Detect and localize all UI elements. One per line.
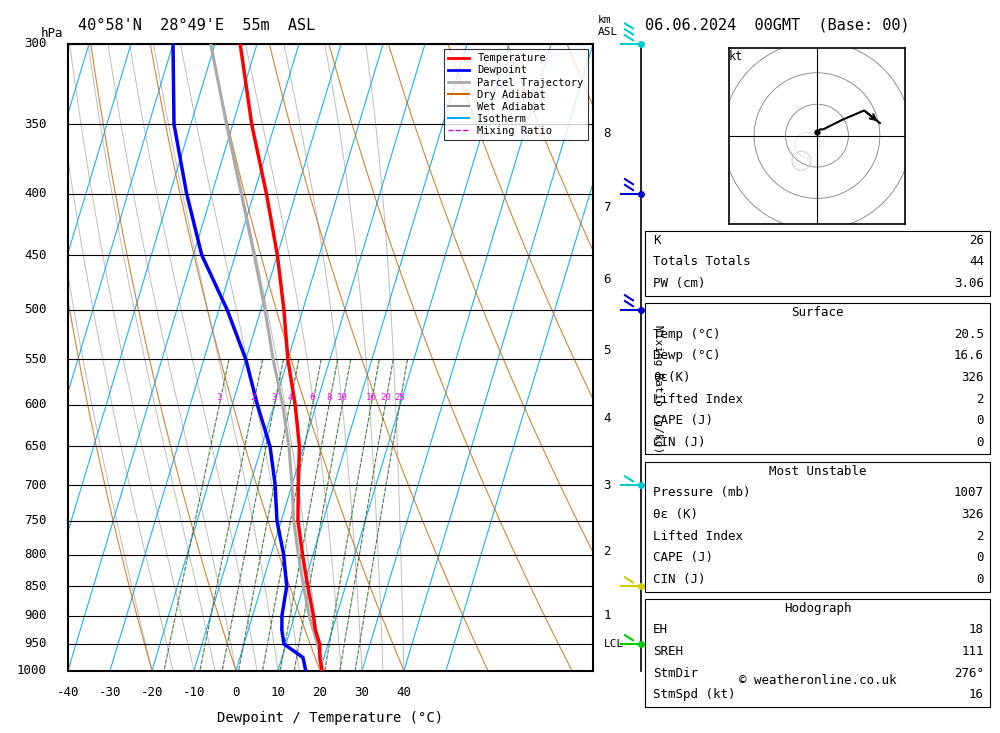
Text: 26: 26	[969, 234, 984, 247]
Text: Pressure (mb): Pressure (mb)	[653, 487, 750, 499]
Text: PW (cm): PW (cm)	[653, 277, 706, 290]
Text: 06.06.2024  00GMT  (Base: 00): 06.06.2024 00GMT (Base: 00)	[645, 18, 910, 33]
Text: 6: 6	[310, 394, 315, 402]
Text: 4: 4	[604, 413, 611, 425]
Text: 44: 44	[969, 256, 984, 268]
Text: Most Unstable: Most Unstable	[769, 465, 866, 478]
Text: 4: 4	[287, 394, 293, 402]
Text: θε(K): θε(K)	[653, 371, 690, 384]
Text: 10: 10	[337, 394, 348, 402]
Text: 1: 1	[217, 394, 222, 402]
Text: 8: 8	[604, 127, 611, 139]
Text: 16.6: 16.6	[954, 350, 984, 362]
Text: 326: 326	[962, 371, 984, 384]
Text: CIN (J): CIN (J)	[653, 573, 706, 586]
Text: 0: 0	[976, 435, 984, 449]
Text: 2: 2	[976, 393, 984, 405]
Text: 30: 30	[354, 686, 370, 699]
Text: StmSpd (kt): StmSpd (kt)	[653, 688, 736, 701]
Text: 0: 0	[976, 573, 984, 586]
Text: 25: 25	[394, 394, 405, 402]
Text: 276°: 276°	[954, 667, 984, 679]
Text: Hodograph: Hodograph	[784, 602, 851, 615]
Text: 3: 3	[604, 479, 611, 493]
Text: 16: 16	[366, 394, 377, 402]
Text: 1: 1	[604, 608, 611, 622]
Text: 20: 20	[312, 686, 328, 699]
Text: © weatheronline.co.uk: © weatheronline.co.uk	[739, 674, 896, 688]
Text: Surface: Surface	[791, 306, 844, 319]
Text: 500: 500	[24, 303, 47, 317]
Text: 1007: 1007	[954, 487, 984, 499]
Text: 950: 950	[24, 638, 47, 650]
Text: 600: 600	[24, 398, 47, 411]
Text: SREH: SREH	[653, 645, 683, 658]
Text: Temp (°C): Temp (°C)	[653, 328, 720, 341]
Text: 40°58'N  28°49'E  55m  ASL: 40°58'N 28°49'E 55m ASL	[78, 18, 315, 33]
Text: Mixing Ratio (g/kg): Mixing Ratio (g/kg)	[653, 325, 663, 453]
Text: 2: 2	[604, 545, 611, 558]
Text: Lifted Index: Lifted Index	[653, 530, 743, 542]
Text: 10: 10	[270, 686, 286, 699]
Text: 2: 2	[251, 394, 256, 402]
Text: 16: 16	[969, 688, 984, 701]
Text: Dewp (°C): Dewp (°C)	[653, 350, 720, 362]
Text: 550: 550	[24, 353, 47, 366]
Text: 350: 350	[24, 118, 47, 130]
Text: 20: 20	[380, 394, 391, 402]
Text: 800: 800	[24, 548, 47, 561]
Text: 1000: 1000	[17, 664, 47, 677]
Text: hPa: hPa	[40, 27, 63, 40]
Text: 300: 300	[24, 37, 47, 51]
Text: CAPE (J): CAPE (J)	[653, 414, 713, 427]
Text: 750: 750	[24, 515, 47, 528]
Text: 111: 111	[962, 645, 984, 658]
Text: EH: EH	[653, 624, 668, 636]
Text: StmDir: StmDir	[653, 667, 698, 679]
Text: 7: 7	[604, 201, 611, 214]
Text: θε (K): θε (K)	[653, 508, 698, 521]
Text: km
ASL: km ASL	[598, 15, 618, 37]
Text: 3.06: 3.06	[954, 277, 984, 290]
Text: 18: 18	[969, 624, 984, 636]
Text: 6: 6	[604, 273, 611, 286]
Text: Lifted Index: Lifted Index	[653, 393, 743, 405]
Text: K: K	[653, 234, 660, 247]
Text: 400: 400	[24, 187, 47, 200]
Text: -30: -30	[99, 686, 121, 699]
Text: -20: -20	[141, 686, 163, 699]
Text: 900: 900	[24, 609, 47, 622]
Text: -10: -10	[183, 686, 205, 699]
Text: 40: 40	[396, 686, 412, 699]
Text: 0: 0	[232, 686, 240, 699]
Text: CAPE (J): CAPE (J)	[653, 551, 713, 564]
Text: Dewpoint / Temperature (°C): Dewpoint / Temperature (°C)	[217, 712, 444, 726]
Text: 0: 0	[976, 414, 984, 427]
Text: 326: 326	[962, 508, 984, 521]
Text: 0: 0	[976, 551, 984, 564]
Text: 8: 8	[326, 394, 332, 402]
Text: 2: 2	[976, 530, 984, 542]
Text: 850: 850	[24, 580, 47, 592]
Text: 20.5: 20.5	[954, 328, 984, 341]
Text: -40: -40	[57, 686, 79, 699]
Text: 700: 700	[24, 479, 47, 492]
Text: LCL: LCL	[604, 639, 624, 649]
Text: 450: 450	[24, 248, 47, 262]
Text: 650: 650	[24, 440, 47, 453]
Text: CIN (J): CIN (J)	[653, 435, 706, 449]
Text: kt: kt	[729, 51, 743, 63]
Legend: Temperature, Dewpoint, Parcel Trajectory, Dry Adiabat, Wet Adiabat, Isotherm, Mi: Temperature, Dewpoint, Parcel Trajectory…	[444, 49, 588, 140]
Text: 5: 5	[604, 344, 611, 357]
Text: 3: 3	[272, 394, 277, 402]
Text: Totals Totals: Totals Totals	[653, 256, 750, 268]
